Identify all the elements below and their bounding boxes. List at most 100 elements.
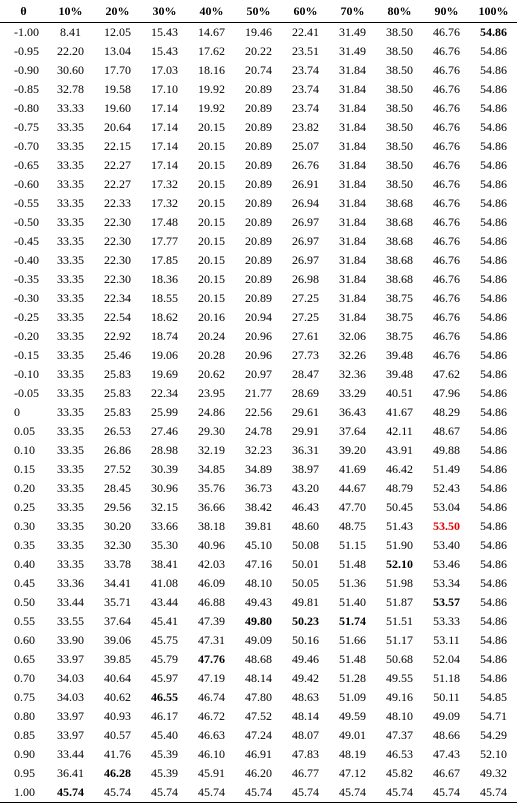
value-cell: 30.96 — [151, 481, 178, 495]
value-cell: 48.60 — [292, 519, 319, 533]
value-cell: 49.81 — [292, 595, 319, 609]
value-cell: 46.76 — [433, 234, 460, 248]
value-cell: 13.04 — [104, 44, 131, 58]
value-cell: 19.69 — [151, 367, 178, 381]
theta-cell: -0.75 — [14, 120, 39, 134]
value-cell: 50.01 — [292, 557, 319, 571]
theta-cell: -0.30 — [14, 291, 39, 305]
table-row: -0.35 33.35 22.30 18.36 20.15 20.89 26.98 31.84… — [0, 270, 517, 289]
theta-cell: 0.35 — [14, 538, 35, 552]
value-cell: 37.64 — [104, 614, 131, 628]
value-cell: 54.86 — [480, 177, 507, 191]
value-cell: 20.89 — [245, 272, 272, 286]
table-row: 0.90 33.44 41.76 45.39 46.10 46.91 47.83 48.19 4… — [0, 745, 517, 764]
value-cell: 32.36 — [339, 367, 366, 381]
theta-cell: 0.55 — [14, 614, 35, 628]
value-cell: 37.64 — [339, 424, 366, 438]
value-cell: 46.74 — [198, 690, 225, 704]
value-cell: 34.41 — [104, 576, 131, 590]
theta-cell: -0.50 — [14, 215, 39, 229]
value-cell: 51.48 — [339, 557, 366, 571]
value-cell: 25.99 — [151, 405, 178, 419]
value-cell: 46.17 — [151, 709, 178, 723]
value-cell: 33.35 — [57, 367, 84, 381]
table-row: -0.20 33.35 22.92 18.74 20.24 20.96 27.61 32.06… — [0, 327, 517, 346]
value-cell: 54.86 — [480, 519, 507, 533]
value-cell: 22.56 — [245, 405, 272, 419]
value-cell: 46.76 — [433, 158, 460, 172]
value-cell: 27.46 — [151, 424, 178, 438]
value-cell: 20.89 — [245, 139, 272, 153]
theta-cell: 0.25 — [14, 500, 35, 514]
value-cell: 46.76 — [433, 177, 460, 191]
value-cell: 20.89 — [245, 253, 272, 267]
table-row: 0.60 33.90 39.06 45.75 47.31 49.09 50.16 51.66 5… — [0, 631, 517, 650]
value-cell: 46.76 — [433, 310, 460, 324]
value-cell: 17.14 — [151, 101, 178, 115]
value-cell: 39.85 — [104, 652, 131, 666]
value-cell: 33.35 — [57, 272, 84, 286]
theta-cell: 0.80 — [14, 709, 35, 723]
value-cell: 31.84 — [339, 177, 366, 191]
value-cell: 47.39 — [198, 614, 225, 628]
value-cell: 31.84 — [339, 291, 366, 305]
theta-cell: 0.95 — [14, 766, 35, 780]
value-cell: 23.74 — [292, 101, 319, 115]
theta-cell: -0.80 — [14, 101, 39, 115]
value-cell: 45.41 — [151, 614, 178, 628]
value-cell: 31.84 — [339, 215, 366, 229]
value-cell: 48.14 — [292, 709, 319, 723]
value-cell: 54.86 — [480, 671, 507, 685]
header-row: θ 10% 20% 30% 40% 50% 60% 70% 80% 90% 100% — [0, 0, 517, 23]
value-cell: 34.89 — [245, 462, 272, 476]
value-cell: 33.35 — [57, 443, 84, 457]
value-cell: 20.97 — [245, 367, 272, 381]
value-cell: 47.43 — [433, 747, 460, 761]
value-cell: 18.36 — [151, 272, 178, 286]
value-cell: 20.94 — [245, 310, 272, 324]
value-cell: 49.09 — [245, 633, 272, 647]
value-cell: 33.97 — [57, 709, 84, 723]
value-cell: 29.56 — [104, 500, 131, 514]
table-row: -0.40 33.35 22.30 17.85 20.15 20.89 26.97 31.84… — [0, 251, 517, 270]
value-cell: 38.50 — [386, 139, 413, 153]
value-cell: 33.90 — [57, 633, 84, 647]
value-cell: 47.80 — [245, 690, 272, 704]
value-cell: 31.84 — [339, 82, 366, 96]
value-cell: 51.40 — [339, 595, 366, 609]
value-cell: 22.20 — [57, 44, 84, 58]
theta-cell: 0 — [14, 405, 20, 419]
value-cell: 15.43 — [151, 25, 178, 39]
value-cell: 53.34 — [433, 576, 460, 590]
value-cell: 48.07 — [292, 728, 319, 742]
theta-cell: 0.75 — [14, 690, 35, 704]
value-cell: 53.04 — [433, 500, 460, 514]
value-cell: 20.89 — [245, 196, 272, 210]
value-cell: 26.53 — [104, 424, 131, 438]
value-cell: 44.67 — [339, 481, 366, 495]
value-cell: 45.74 — [141, 783, 188, 803]
value-cell: 38.50 — [386, 120, 413, 134]
value-cell: 17.14 — [151, 139, 178, 153]
value-cell: 19.92 — [198, 101, 225, 115]
header-percent: 60% — [282, 0, 329, 23]
value-cell: 54.86 — [480, 443, 507, 457]
value-cell: 19.46 — [245, 25, 272, 39]
value-cell: 38.75 — [386, 291, 413, 305]
value-cell: 33.35 — [57, 234, 84, 248]
value-cell: 28.45 — [104, 481, 131, 495]
table-row: -0.90 30.60 17.70 17.03 18.16 20.74 23.74 31.84… — [0, 61, 517, 80]
value-cell: 20.89 — [245, 234, 272, 248]
value-cell: 20.89 — [245, 291, 272, 305]
value-cell: 46.55 — [151, 690, 178, 704]
value-cell: 29.61 — [292, 405, 319, 419]
value-cell: 45.97 — [151, 671, 178, 685]
value-cell: 45.74 — [235, 783, 282, 803]
value-cell: 54.86 — [480, 633, 507, 647]
theta-cell: -0.85 — [14, 82, 39, 96]
value-cell: 32.78 — [57, 82, 84, 96]
value-cell: 33.35 — [57, 405, 84, 419]
value-cell: 20.22 — [245, 44, 272, 58]
value-cell: 17.77 — [151, 234, 178, 248]
